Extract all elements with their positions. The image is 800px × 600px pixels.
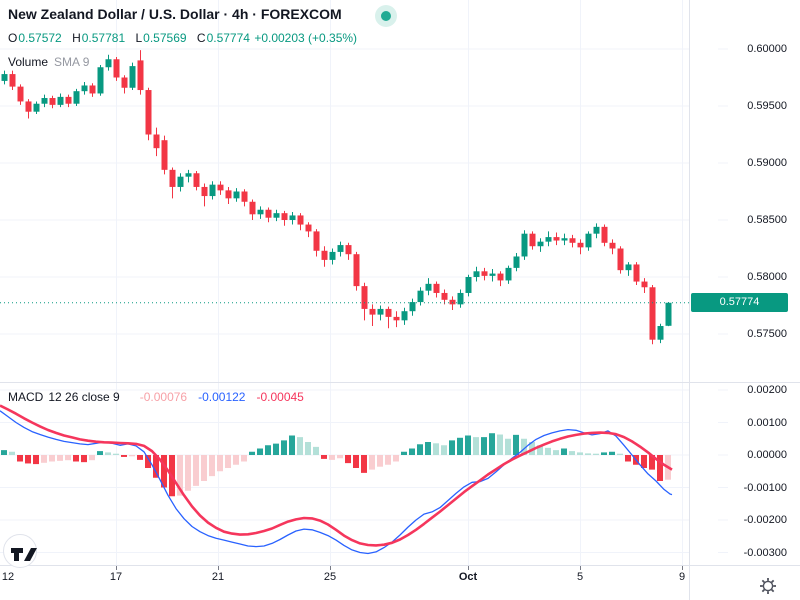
- macd-axis-label: -0.00200: [743, 514, 787, 526]
- current-price-label: 0.57774: [691, 293, 788, 312]
- macd-histogram-layer: [1, 433, 671, 497]
- low-value: 0.57569: [143, 31, 187, 45]
- macd-signal-value: -0.00045: [256, 390, 304, 404]
- time-axis-label: 21: [211, 571, 225, 583]
- price-axis-label: 0.59500: [747, 100, 787, 112]
- market-status-button[interactable]: [375, 5, 397, 27]
- indicator-volume-legend[interactable]: Volume SMA 9: [8, 55, 89, 69]
- close-value: 0.57774: [206, 31, 250, 45]
- volume-indicator-name: Volume: [8, 55, 49, 69]
- market-open-dot-icon: [381, 11, 391, 21]
- symbol-title[interactable]: New Zealand Dollar / U.S. Dollar · 4h · …: [8, 6, 342, 22]
- close-label: C: [196, 31, 206, 45]
- tradingview-logo-button[interactable]: [3, 534, 37, 568]
- high-label: H: [72, 31, 81, 45]
- tradingview-logo-icon: [11, 548, 37, 561]
- macd-signal-line: [0, 404, 673, 547]
- time-axis-label: 9: [678, 571, 686, 583]
- macd-indicator-params: 12 26 close 9: [48, 390, 120, 404]
- macd-axis-label: -0.00300: [743, 546, 787, 559]
- macd-lines-layer: [0, 404, 673, 555]
- macd-line-value: -0.00122: [198, 390, 246, 404]
- macd-indicator-name: MACD: [8, 390, 44, 404]
- low-label: L: [135, 31, 143, 45]
- chart-settings-gear-icon[interactable]: [758, 576, 778, 596]
- time-axis-label: 17: [109, 571, 123, 583]
- price-axis-label: 0.58500: [747, 214, 787, 226]
- price-axis-label: 0.57500: [747, 328, 787, 340]
- time-axis-label: Oct: [458, 571, 478, 583]
- time-axis-label: 5: [576, 571, 584, 583]
- time-axis[interactable]: 12 17 21 25 Oct 5 9: [0, 565, 800, 600]
- ohlc-row: O0.57572 H0.57781 L0.57569 C0.57774 +0.0…: [8, 31, 357, 45]
- time-axis-label: 25: [323, 571, 337, 583]
- change-value: +0.00203 (+0.35%): [254, 31, 358, 45]
- high-value: 0.57781: [81, 31, 126, 45]
- open-label: O: [8, 31, 18, 45]
- gear-icon: [760, 578, 776, 594]
- volume-indicator-params: SMA 9: [54, 55, 90, 69]
- macd-axis-label: -0.00100: [743, 481, 787, 494]
- price-axis-label: 0.58000: [747, 271, 787, 283]
- macd-histogram-value: -0.00076: [139, 390, 188, 404]
- macd-axis-label: 0.00200: [747, 384, 787, 396]
- open-value: 0.57572: [18, 31, 62, 45]
- price-axis[interactable]: 0.60000 0.59500 0.59000 0.58500 0.58000 0.575…: [690, 0, 800, 565]
- macd-line: [0, 410, 673, 555]
- time-axis-label: 12: [1, 571, 15, 583]
- indicator-macd-legend[interactable]: MACD 12 26 close 9 -0.00076 -0.00122 -0.0004…: [8, 390, 304, 404]
- price-axis-label: 0.59000: [747, 157, 787, 169]
- macd-axis-label: 0.00100: [747, 416, 787, 429]
- axis-tick-marks: [116, 48, 728, 570]
- price-axis-label: 0.60000: [747, 43, 787, 55]
- candles-layer: [1, 50, 672, 345]
- macd-axis-label: 0.00000: [747, 449, 787, 461]
